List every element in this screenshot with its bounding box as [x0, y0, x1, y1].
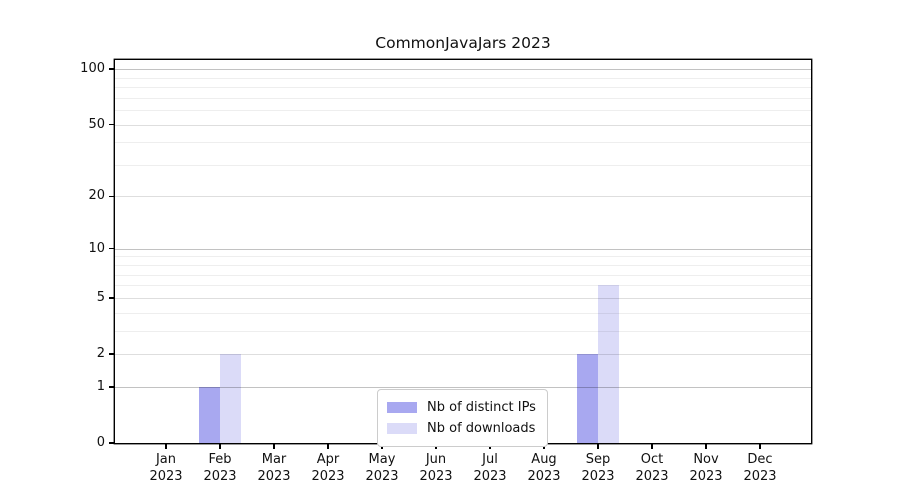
bar-nb-of-distinct-ips-feb: [199, 386, 220, 443]
y-tick-mark: [109, 68, 115, 70]
gridline-major: [115, 69, 811, 71]
y-tick-label: 10: [88, 240, 105, 256]
x-tick-label: Jan 2023: [149, 452, 183, 484]
x-tick-label: Mar 2023: [257, 452, 291, 484]
x-tick-mark: [165, 443, 167, 449]
x-tick-mark: [759, 443, 761, 449]
legend: Nb of distinct IPs Nb of downloads: [377, 389, 548, 447]
gridline-minor: [115, 274, 811, 276]
x-tick-label: Feb 2023: [203, 452, 237, 484]
legend-label-distinct-ips: Nb of distinct IPs: [427, 400, 536, 415]
y-tick-label: 0: [96, 435, 105, 450]
gridline-minor: [115, 330, 811, 332]
gridline-major: [115, 386, 811, 388]
y-tick-label: 100: [80, 61, 105, 77]
y-tick-label: 5: [96, 289, 105, 305]
y-tick-label: 50: [88, 116, 105, 132]
gridline-secondary: [115, 297, 811, 299]
legend-item-downloads: Nb of downloads: [387, 418, 536, 439]
gridline-secondary: [115, 354, 811, 355]
chart-title: CommonJavaJars 2023: [375, 34, 551, 52]
gridline-minor: [115, 164, 811, 166]
y-tick-label: 2: [96, 346, 105, 361]
x-tick-label: Oct 2023: [635, 452, 669, 484]
gridline-minor: [115, 77, 811, 79]
x-tick-label: Aug 2023: [527, 452, 561, 484]
x-tick-label: Nov 2023: [689, 452, 723, 484]
x-tick-mark: [705, 443, 707, 449]
y-tick-mark: [109, 123, 115, 126]
y-tick-mark: [109, 442, 115, 444]
gridline-minor: [115, 87, 811, 89]
gridline-major: [115, 248, 811, 250]
gridline-minor: [115, 285, 811, 287]
legend-swatch-distinct-ips: [387, 402, 417, 413]
gridline-minor: [115, 142, 811, 144]
x-tick-mark: [327, 443, 329, 449]
legend-item-distinct-ips: Nb of distinct IPs: [387, 397, 536, 418]
x-tick-label: Dec 2023: [743, 452, 777, 484]
x-tick-label: Apr 2023: [311, 452, 345, 484]
bar-nb-of-downloads-feb: [220, 354, 241, 443]
gridline-secondary: [115, 196, 811, 198]
y-tick-mark: [109, 353, 115, 355]
gridline-secondary: [115, 124, 811, 126]
x-tick-label: Jun 2023: [419, 452, 453, 484]
gridline-minor: [115, 110, 811, 112]
x-tick-label: Jul 2023: [473, 452, 507, 484]
x-tick-mark: [597, 443, 599, 449]
y-tick-mark: [109, 386, 115, 388]
y-tick-label: 20: [88, 188, 105, 204]
y-tick-mark: [109, 297, 115, 299]
y-tick-mark: [109, 248, 115, 250]
x-tick-mark: [219, 443, 221, 449]
legend-swatch-downloads: [387, 423, 417, 434]
bar-nb-of-distinct-ips-sep: [577, 354, 598, 443]
gridline-minor: [115, 265, 811, 267]
x-tick-mark: [273, 443, 275, 449]
gridline-minor: [115, 312, 811, 314]
x-tick-mark: [651, 443, 653, 449]
x-tick-label: May 2023: [365, 452, 399, 484]
x-tick-label: Sep 2023: [581, 452, 615, 484]
legend-label-downloads: Nb of downloads: [427, 421, 536, 436]
bar-nb-of-downloads-sep: [598, 285, 619, 443]
gridline-minor: [115, 97, 811, 99]
gridline-minor: [115, 256, 811, 258]
y-tick-label: 1: [96, 378, 105, 394]
y-tick-mark: [109, 195, 115, 198]
plot-area: Nb of distinct IPs Nb of downloads: [115, 60, 811, 447]
